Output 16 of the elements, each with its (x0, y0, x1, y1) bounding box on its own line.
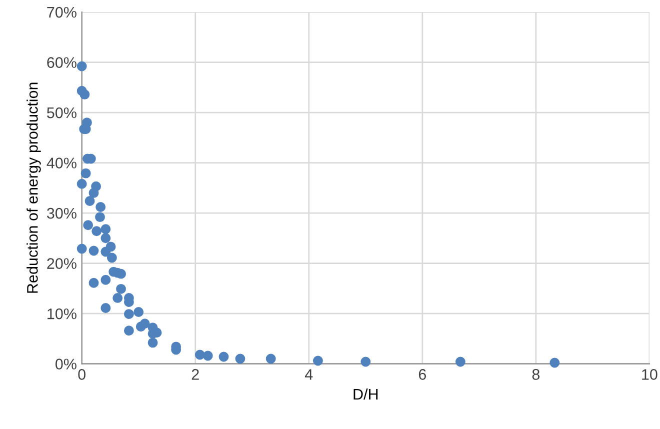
y-tick-label: 60% (47, 57, 76, 68)
y-tick-label: 0% (55, 358, 76, 370)
y-tick-label: 40% (46, 158, 76, 168)
x-axis-title: D/H (354, 388, 378, 400)
x-tick-label: 8 (532, 369, 540, 380)
x-tick-label: 0 (78, 369, 86, 380)
y-tick-label: 70% (47, 6, 76, 18)
y-tick-label: 10% (48, 308, 76, 320)
x-tick-label: 6 (418, 369, 426, 380)
y-axis-title: Reduction of energy production (26, 82, 41, 293)
x-tick-label: 4 (304, 369, 313, 380)
y-tick-label: 50% (47, 107, 76, 118)
y-tick-label: 20% (47, 258, 76, 269)
x-tick-label: 10 (642, 369, 658, 380)
y-tick-label: 30% (46, 208, 76, 219)
x-tick-label: 2 (192, 369, 199, 380)
